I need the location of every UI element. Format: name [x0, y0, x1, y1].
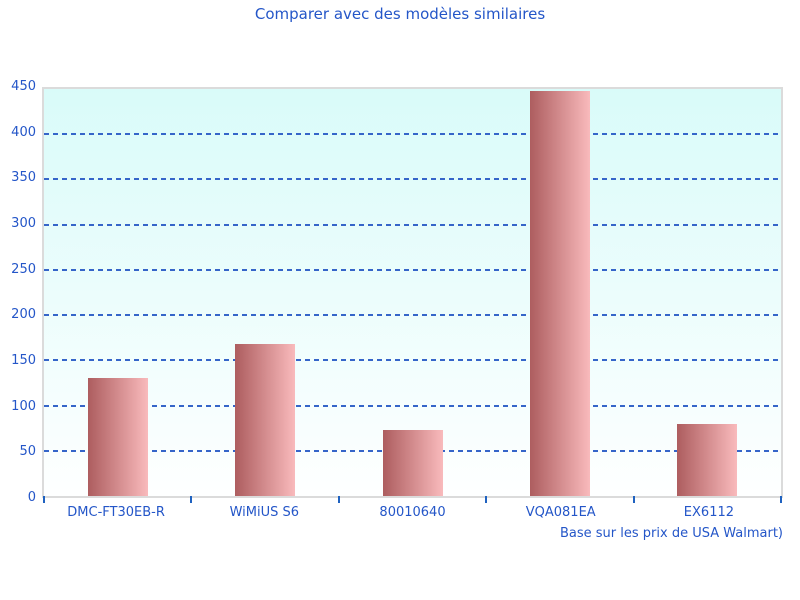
x-tick-label: 80010640 [379, 505, 446, 520]
bar-VQA081EA [529, 90, 590, 496]
y-tick-label: 200 [11, 307, 36, 323]
bar-slot [44, 89, 191, 496]
y-axis: 0 50 100 150 200 250 300 350 400 450 [0, 79, 36, 505]
y-tick-label: 300 [11, 216, 36, 232]
x-tick-label: DMC-FT30EB-R [67, 505, 165, 520]
x-tick-label: WiMiUS S6 [229, 505, 300, 520]
y-tick-label: 450 [11, 79, 36, 94]
x-axis-tick [43, 496, 45, 503]
gridline [44, 178, 781, 181]
gridline [44, 404, 781, 407]
x-axis-labels: DMC-FT30EB-R WiMiUS S6 80010640 VQA081EA EX6… [42, 505, 783, 520]
bar-slot [191, 89, 338, 496]
bar-slot [339, 89, 486, 496]
gridline [44, 133, 781, 136]
bar-DMC-FT30EB-R [87, 378, 148, 496]
y-tick-label: 250 [11, 261, 36, 277]
y-tick-label: 50 [19, 444, 36, 460]
x-tick-label: EX6112 [683, 505, 735, 520]
bar-WiMiUS S6 [235, 344, 296, 496]
y-tick-label: 100 [11, 398, 36, 414]
gridline [44, 359, 781, 362]
chart-title: Comparer avec des modèles similaires [254, 5, 546, 23]
y-tick-label: 400 [11, 124, 36, 140]
x-axis-tick [190, 496, 193, 503]
bar-80010640 [382, 429, 443, 496]
gridline [44, 314, 781, 317]
x-axis-tick [780, 496, 782, 503]
y-tick-label: 150 [11, 353, 36, 369]
bars-layer [44, 89, 781, 496]
x-axis-tick [632, 496, 635, 503]
bar-slot [634, 89, 781, 496]
plot-area [42, 87, 783, 503]
bar-EX6112 [677, 423, 738, 496]
gridline [44, 223, 781, 226]
bar-slot [486, 89, 633, 496]
x-axis-tick [485, 496, 488, 503]
y-tick-label: 0 [27, 490, 36, 505]
gridline [44, 268, 781, 271]
x-tick-label: VQA081EA [525, 505, 596, 520]
x-axis-tick [337, 496, 340, 503]
chart-footnote: Base sur les prix de USA Walmart) [560, 526, 783, 541]
y-tick-label: 350 [11, 170, 36, 186]
